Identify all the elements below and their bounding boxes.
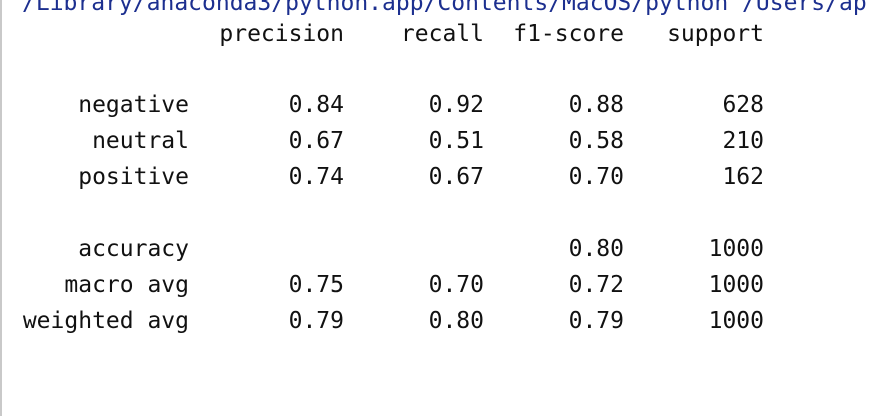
row-precision: 0.74 [288, 164, 344, 190]
row-f1-score: 0.58 [568, 128, 624, 154]
row-precision: 0.67 [288, 128, 344, 154]
row-f1-score: 0.80 [568, 236, 624, 262]
row-recall: 0.80 [428, 308, 484, 334]
row-label: macro avg [64, 272, 189, 298]
header-precision: precision [219, 21, 344, 47]
row-support: 628 [722, 92, 764, 118]
row-recall: 0.70 [428, 272, 484, 298]
row-label: positive [78, 164, 189, 190]
header-f1-score: f1-score [513, 21, 624, 47]
panel-left-border [0, 0, 2, 416]
report-row-macro-avg: macro avg 0.75 0.70 0.72 1000 [0, 270, 870, 300]
row-f1-score: 0.70 [568, 164, 624, 190]
report-row-negative: negative 0.84 0.92 0.88 628 [0, 90, 870, 120]
row-label: weighted avg [22, 308, 189, 334]
header-recall: recall [400, 21, 484, 47]
report-row-accuracy: accuracy 0.80 1000 [0, 234, 870, 264]
row-f1-score: 0.79 [568, 308, 624, 334]
row-f1-score: 0.88 [568, 92, 624, 118]
header-support: support [667, 21, 764, 47]
row-label: negative [78, 92, 189, 118]
row-support: 162 [722, 164, 764, 190]
row-support: 1000 [708, 308, 764, 334]
row-support: 210 [722, 128, 764, 154]
row-recall: 0.92 [428, 92, 484, 118]
row-recall: 0.51 [428, 128, 484, 154]
row-precision: 0.75 [288, 272, 344, 298]
report-header-row: precision recall f1-score support [0, 19, 870, 49]
row-precision: 0.84 [288, 92, 344, 118]
row-support: 1000 [708, 236, 764, 262]
report-row-positive: positive 0.74 0.67 0.70 162 [0, 162, 870, 192]
interpreter-path-line: /Library/anaconda3/python.app/Contents/M… [22, 0, 867, 16]
row-recall: 0.67 [428, 164, 484, 190]
row-precision: 0.79 [288, 308, 344, 334]
report-row-weighted-avg: weighted avg 0.79 0.80 0.79 1000 [0, 306, 870, 336]
row-support: 1000 [708, 272, 764, 298]
report-row-neutral: neutral 0.67 0.51 0.58 210 [0, 126, 870, 156]
row-f1-score: 0.72 [568, 272, 624, 298]
row-label: accuracy [78, 236, 189, 262]
row-label: neutral [92, 128, 189, 154]
